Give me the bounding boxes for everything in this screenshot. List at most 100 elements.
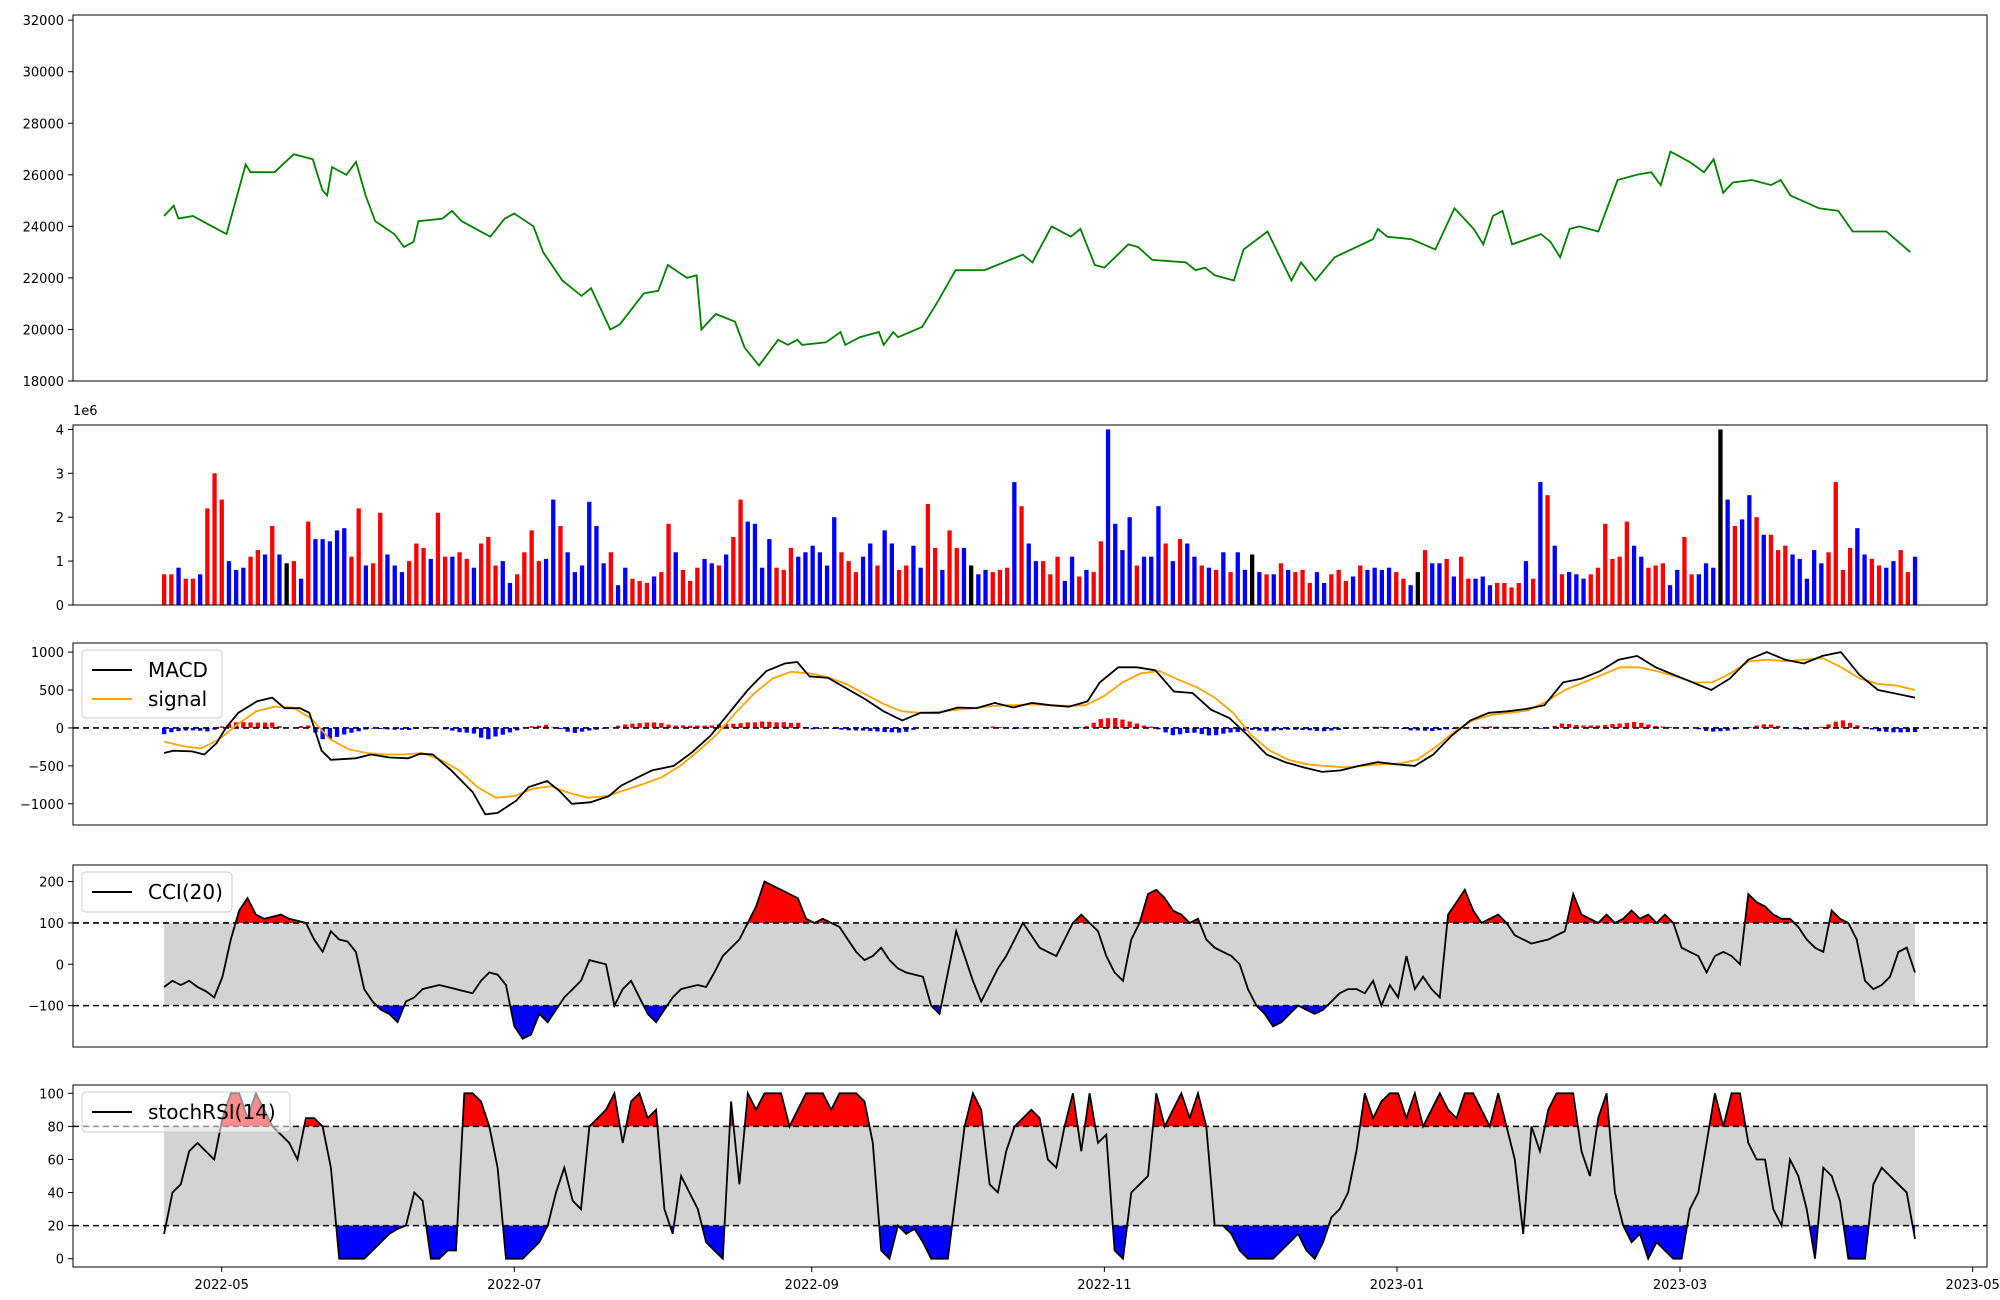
macd-histogram-bar xyxy=(1177,727,1183,735)
y-tick-label: 0 xyxy=(56,722,64,737)
macd-histogram xyxy=(162,718,1918,740)
price-panel: 18000 20000 22000 24000 26000 28000 30000 32000 xyxy=(23,14,1988,390)
macd-histogram-bar xyxy=(875,727,880,732)
macd-histogram-bar xyxy=(255,722,260,728)
volume-bar xyxy=(1898,550,1903,605)
stochrsi-overbought-fill xyxy=(304,1118,323,1127)
macd-histogram-bar xyxy=(738,723,743,728)
volume-bar xyxy=(1062,580,1067,605)
price-y-axis: 18000 20000 22000 24000 26000 28000 30000 32000 xyxy=(23,14,73,390)
y-tick-label: 26000 xyxy=(23,169,64,184)
macd-histogram-bar xyxy=(1221,727,1226,734)
volume-bar xyxy=(745,521,750,605)
macd-histogram-bar xyxy=(724,724,729,728)
volume-bar xyxy=(983,569,988,605)
volume-bar xyxy=(1754,517,1759,605)
y-tick-label: −500 xyxy=(28,760,64,775)
macd-histogram-bar xyxy=(1660,726,1665,728)
volume-bar xyxy=(1134,565,1139,605)
macd-histogram-bar xyxy=(226,723,232,728)
volume-bar xyxy=(536,561,541,605)
volume-bar xyxy=(1451,576,1456,605)
macd-histogram-bar xyxy=(688,725,693,728)
macd-histogram-bar xyxy=(579,727,585,732)
macd-histogram-bar xyxy=(911,727,916,730)
macd-histogram-bar xyxy=(594,727,599,730)
x-tick-label: 2022-07 xyxy=(487,1278,541,1293)
volume-bar xyxy=(1631,545,1637,605)
volume-bar xyxy=(241,567,246,605)
macd-histogram-bar xyxy=(1415,727,1420,731)
volume-bar xyxy=(392,565,397,605)
macd-histogram-bar xyxy=(1610,724,1615,728)
volume-bar xyxy=(1848,547,1853,605)
volume-bar xyxy=(1408,585,1413,605)
macd-histogram-bar xyxy=(788,722,794,728)
macd-histogram-bar xyxy=(320,727,325,740)
macd-histogram-bar xyxy=(1257,727,1262,731)
macd-histogram-bar xyxy=(651,722,657,728)
volume-bar xyxy=(1487,585,1493,605)
macd-histogram-bar xyxy=(378,727,383,729)
y-tick-label: 20 xyxy=(47,1220,64,1235)
macd-histogram-bar xyxy=(1840,720,1846,728)
volume-frame xyxy=(72,424,1988,606)
cci-overbought-fill xyxy=(1072,914,1090,923)
macd-histogram-bar xyxy=(399,727,405,730)
volume-bar xyxy=(1214,569,1219,605)
y-tick-label: 32000 xyxy=(23,14,64,29)
macd-histogram-bar xyxy=(464,727,469,733)
y-tick-label: 4 xyxy=(56,423,64,438)
volume-bar xyxy=(1322,583,1327,605)
macd-histogram-bar xyxy=(1480,726,1485,728)
macd-histogram-bar xyxy=(1819,726,1824,728)
signal-legend-label: signal xyxy=(148,687,207,711)
macd-histogram-bar xyxy=(623,724,628,728)
volume-bar xyxy=(1379,569,1384,605)
macd-histogram-bar xyxy=(1091,722,1096,728)
volume-bar xyxy=(846,561,851,605)
macd-histogram-bar xyxy=(781,722,786,728)
volume-bar xyxy=(961,547,967,605)
volume-bar xyxy=(270,526,275,605)
volume-bar xyxy=(1509,587,1514,605)
macd-histogram-bar xyxy=(997,727,1003,728)
macd-histogram-bar xyxy=(1891,727,1896,733)
volume-bar xyxy=(688,580,693,605)
cci-panel: −100 0 100 200 CCI(20) xyxy=(28,864,1988,1048)
macd-histogram-bar xyxy=(1199,727,1204,735)
volume-bar xyxy=(1286,569,1291,605)
volume-bar xyxy=(507,583,513,605)
volume-bar xyxy=(817,552,822,605)
volume-bar xyxy=(450,556,455,605)
volume-bar xyxy=(954,547,959,605)
macd-histogram-bar xyxy=(1314,727,1320,731)
macd-histogram-bar xyxy=(680,725,686,728)
volume-bar xyxy=(889,543,894,605)
volume-bar xyxy=(824,565,830,605)
volume-bar xyxy=(327,541,332,605)
volume-bar xyxy=(1314,572,1320,605)
volume-bar xyxy=(1242,569,1248,605)
volume-bar xyxy=(767,539,772,605)
volume-bar xyxy=(1891,561,1896,605)
volume-bar xyxy=(1667,585,1673,605)
volume-bar xyxy=(320,539,325,605)
volume-bar xyxy=(543,558,549,605)
volume-bar xyxy=(1185,543,1190,605)
macd-histogram-bar xyxy=(565,727,570,732)
volume-bar xyxy=(1091,572,1096,605)
volume-bar xyxy=(255,550,260,605)
y-tick-label: 28000 xyxy=(23,117,64,132)
volume-bar xyxy=(1545,495,1550,605)
volume-bar xyxy=(587,501,592,605)
volume-bar xyxy=(803,552,808,605)
volume-bar xyxy=(832,517,837,605)
volume-bar xyxy=(709,563,714,605)
volume-bar xyxy=(356,508,361,605)
volume-bar xyxy=(1026,543,1031,605)
volume-bar xyxy=(1415,572,1420,605)
macd-histogram-bar xyxy=(1898,727,1903,733)
stochrsi-neutral-band xyxy=(164,1126,1916,1226)
volume-bar xyxy=(716,565,722,605)
